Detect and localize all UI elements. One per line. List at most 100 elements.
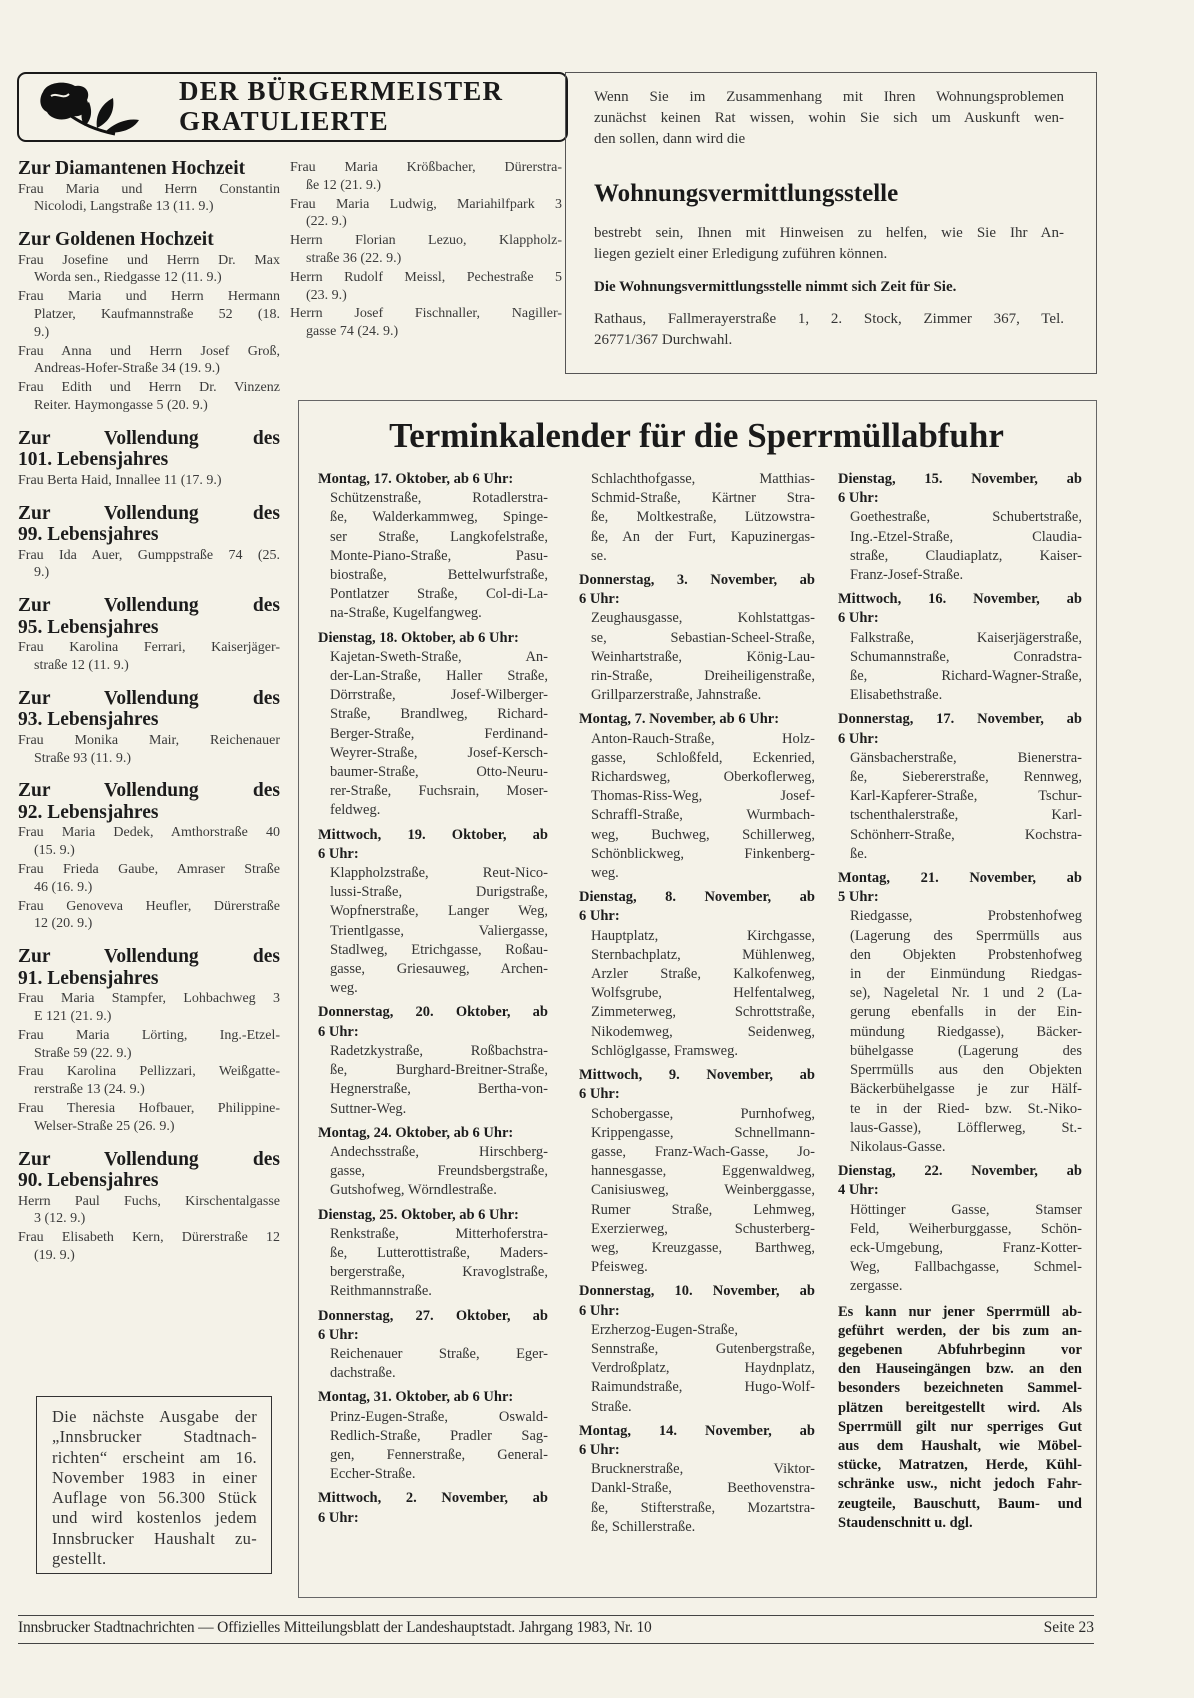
address-line: 26771/367 Durchwahl.	[594, 332, 733, 348]
gratulation-entry: Frau Anna und Herrn Josef Groß, Andreas-H…	[18, 343, 280, 379]
calendar-entry: Montag, 14. November, ab 6 Uhr: Brucknerst…	[579, 1422, 815, 1537]
notice-line: plätzen bereitgestellt wird. Als	[838, 1399, 1082, 1416]
calendar-entry: Montag, 31. Oktober, ab 6 Uhr: Prinz-Euge…	[318, 1388, 548, 1484]
date-line: 6 Uhr:	[318, 1509, 359, 1526]
street-list: Höttinger Gasse, Stamser Feld, Weiherburg…	[838, 1201, 1082, 1297]
header-title-line1: DER BÜRGERMEISTER	[179, 76, 504, 106]
heading-line: Zur Vollendung des	[18, 595, 280, 617]
street-line: weg.	[330, 980, 358, 997]
gratulation-entry: Frau Maria Ludwig, Mariahilfpark 3 (22. 9…	[290, 196, 562, 232]
entry-line: Frau Josefine und Herrn Dr. Max	[18, 252, 280, 268]
notice-line: aus dem Haushalt, wie Möbel-	[838, 1437, 1082, 1454]
street-list: Andechsstraße, Hirschberg-gasse, Freunds…	[318, 1143, 548, 1201]
street-line: gasse, Griesauweg, Archen-	[330, 961, 548, 978]
next-issue-line: gestellt.	[52, 1549, 107, 1569]
gratulation-section: Zur Vollendung des 101. Lebensjahres Frau …	[18, 428, 280, 490]
gratulation-column: Zur Diamantenen Hochzeit Frau Maria und H…	[18, 158, 280, 1265]
street-line: baumer-Straße, Otto-Neuru-	[330, 764, 548, 781]
street-line: Pontlatzer Straße, Col-di-La-	[330, 586, 548, 603]
gratulation-entry: Frau Maria Lörting, Ing.-Etzel- Straße 59…	[18, 1027, 280, 1063]
notice-line: den Hauseingängen bzw. an den	[838, 1361, 1082, 1378]
heading-line: Zur Diamantenen Hochzeit	[18, 158, 246, 179]
date-line: Donnerstag, 3. November, ab	[579, 572, 815, 589]
entry-line: Herrn Josef Fischnaller, Nagiller-	[290, 306, 562, 322]
street-line: gen, Fennerstraße, General-	[330, 1446, 548, 1463]
street-line: dachstraße.	[330, 1365, 396, 1382]
street-line: se, Sebastian-Scheel-Straße,	[591, 629, 815, 646]
entry-line: Frau Karolina Ferrari, Kaiserjäger-	[18, 640, 280, 656]
street-line: Krippengasse, Schnellmann-	[591, 1124, 815, 1141]
street-line: Straße, Brandlweg, Richard-	[330, 706, 548, 723]
entry-line: (19. 9.)	[34, 1247, 75, 1263]
gratulation-entry: Frau Edith und Herrn Dr. Vinzenz Reiter. …	[18, 379, 280, 415]
gratulation-section: Zur Diamantenen Hochzeit Frau Maria und H…	[18, 158, 280, 216]
date-heading: Dienstag, 15. November, ab 6 Uhr:	[838, 470, 1082, 508]
street-line: Pfeisweg.	[591, 1259, 648, 1276]
date-line: 6 Uhr:	[579, 1441, 620, 1458]
date-heading: Donnerstag, 20. Oktober, ab 6 Uhr:	[318, 1003, 548, 1041]
street-line: Andechsstraße, Hirschberg-	[330, 1143, 548, 1160]
street-line: Schobergasse, Purnhofweg,	[591, 1105, 815, 1122]
heading-line: Zur Vollendung des	[18, 687, 280, 709]
gratulation-entry: Herrn Florian Lezuo, Klappholz-straße 36…	[290, 232, 562, 268]
calendar-entry: Schlachthofgasse, Matthias- Schmid-Straße…	[579, 470, 815, 566]
calendar-box	[298, 400, 1097, 1598]
street-line: Redlich-Straße, Pradler Sag-	[330, 1427, 548, 1444]
address-line: Rathaus, Fallmerayerstraße 1, 2. Stock, …	[594, 311, 1064, 327]
calendar-entry: Donnerstag, 20. Oktober, ab 6 Uhr: Radetzk…	[318, 1003, 548, 1118]
date-line: 6 Uhr:	[838, 490, 879, 507]
date-line: 6 Uhr:	[579, 908, 620, 925]
gratulation-section: Zur Vollendung des 93. Lebensjahres Frau M…	[18, 688, 280, 768]
gratulation-section: Zur Vollendung des 95. Lebensjahres Frau K…	[18, 595, 280, 675]
street-list: Gänsbacherstraße, Bienerstra-ße, Siebere…	[838, 749, 1082, 864]
date-line: 4 Uhr:	[838, 1182, 879, 1199]
entry-line: (15. 9.)	[34, 843, 75, 859]
street-line: Weinhartstraße, König-Lau-	[591, 648, 815, 665]
footer-publication: Innsbrucker Stadtnachrichten — Offiziell…	[18, 1619, 652, 1636]
gratulation-entry: Herrn Paul Fuchs, Kirschentalgasse 3 (12.…	[18, 1193, 280, 1229]
street-line: straße, Claudiaplatz, Kaiser-	[850, 547, 1082, 564]
entry-line: Reiter. Haymongasse 5 (20. 9.)	[34, 397, 208, 413]
street-line: biostraße, Bettelwurfstraße,	[330, 567, 548, 584]
date-line: 6 Uhr:	[838, 610, 879, 627]
date-line: 6 Uhr:	[838, 730, 879, 747]
street-line: ße, Lutterottistraße, Maders-	[330, 1244, 548, 1261]
housing-title: Wohnungsvermittlungsstelle	[594, 180, 899, 207]
date-line: Montag, 7. November, ab 6 Uhr:	[579, 711, 780, 728]
street-line: gerung ebenfalls in der Ein-	[850, 1004, 1082, 1021]
street-line: Dörrstraße, Josef-Wilberger-	[330, 687, 548, 704]
date-line: Dienstag, 15. November, ab	[838, 471, 1082, 487]
entry-line: Worda sen., Riedgasse 12 (11. 9.)	[34, 270, 222, 286]
gratulation-section: Zur Vollendung des 99. Lebensjahres Frau I…	[18, 503, 280, 583]
street-line: in der Einmündung Riedgas-	[850, 966, 1082, 983]
gratulation-entry: Frau Karolina Pellizzari, Weißgatte-rers…	[18, 1063, 280, 1099]
street-line: Thomas-Riss-Weg, Josef-	[591, 788, 815, 805]
street-line: den Objekten Probstenhofweg	[850, 946, 1082, 963]
heading-line: 93. Lebensjahres	[18, 709, 159, 731]
street-line: Berger-Straße, Ferdinand-	[330, 725, 548, 742]
street-line: Brucknerstraße, Viktor-	[591, 1461, 815, 1478]
entry-line: Frau Maria und Herrn Hermann	[18, 289, 280, 305]
gratulation-entry: Frau Maria und Herrn Hermann Platzer, Kau…	[18, 288, 280, 341]
section-heading: Zur Vollendung des 93. Lebensjahres	[18, 688, 280, 731]
next-issue-line: „Innsbrucker Stadtnach-	[52, 1427, 257, 1447]
entry-line: gasse 74 (24. 9.)	[306, 324, 399, 340]
street-list: Brucknerstraße, Viktor- Dankl-Straße, Bee…	[579, 1460, 815, 1537]
intro-line: Wenn Sie im Zusammenhang mit Ihren Wohnu…	[594, 89, 1064, 105]
street-line: Raimundstraße, Hugo-Wolf-	[591, 1379, 815, 1396]
street-line: ße, Moltkestraße, Lützowstra-	[591, 509, 815, 526]
gratulation-entry: Frau Maria Krößbacher, Dürerstra-ße 12 (…	[290, 159, 562, 195]
street-line: Höttinger Gasse, Stamser	[850, 1201, 1082, 1218]
street-line: Riedgasse, Probstenhofweg	[850, 908, 1082, 925]
street-line: gasse, Schloßfeld, Eckenried,	[591, 749, 815, 766]
date-line: Dienstag, 25. Oktober, ab 6 Uhr:	[318, 1206, 519, 1223]
street-line: Weyrer-Straße, Josef-Kersch-	[330, 744, 548, 761]
street-line: na-Straße, Kugelfangweg.	[330, 605, 482, 622]
entry-line: Welser-Straße 25 (26. 9.)	[34, 1118, 175, 1134]
calendar-entry: Donnerstag, 17. November, ab 6 Uhr: Gänsba…	[838, 710, 1082, 864]
street-line: Wolfsgrube, Helfentalweg,	[591, 985, 815, 1002]
street-line: Feld, Weiherburggasse, Schön-	[850, 1220, 1082, 1237]
street-list: Radetzkystraße, Roßbachstra-ße, Burghard…	[318, 1042, 548, 1119]
street-list: Prinz-Eugen-Straße, Oswald- Redlich-Straß…	[318, 1408, 548, 1485]
date-line: 6 Uhr:	[579, 591, 620, 608]
